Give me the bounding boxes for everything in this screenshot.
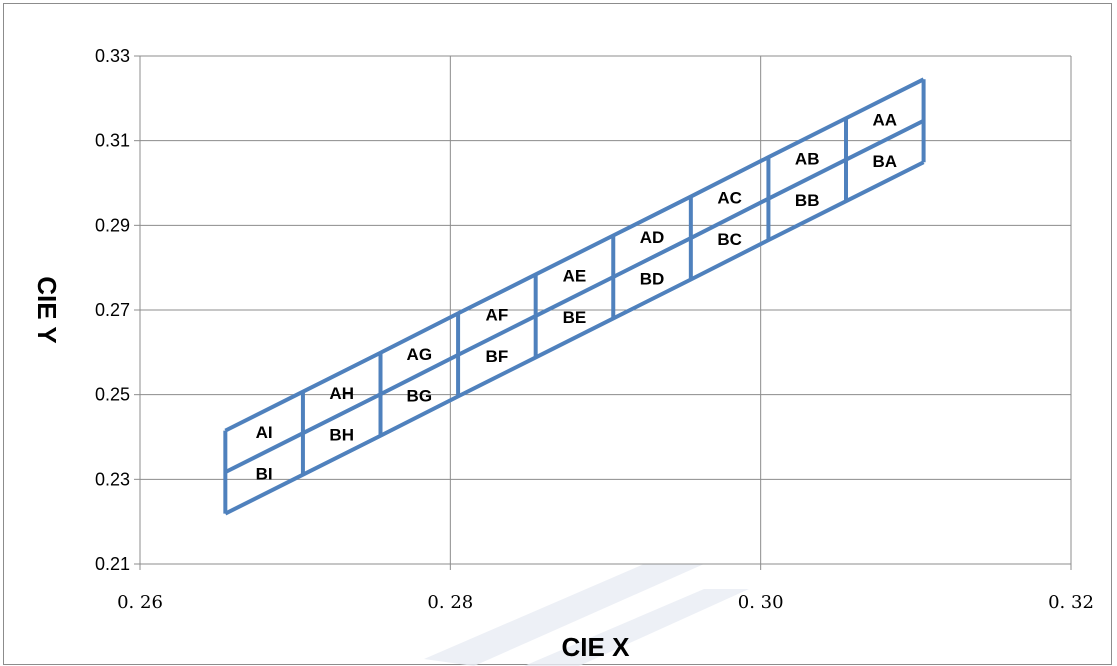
bin-grid	[223, 77, 926, 516]
bin-label-bc: BC	[717, 230, 742, 249]
y-tick-label: 0.27	[95, 300, 130, 320]
x-tick-label: 0. 28	[427, 592, 473, 613]
bin-label-ai: AI	[256, 423, 273, 442]
y-tick-label: 0.31	[95, 131, 130, 151]
bottom-edge-y-line	[224, 160, 925, 516]
y-tick-label: 0.29	[95, 215, 130, 235]
bin-label-bi: BI	[256, 464, 273, 483]
chart-frame: 0.21 0.23 0.25 0.27 0.29 0.31 0.33 0. 26 0. 28 0.…	[3, 3, 1112, 666]
bin-label-bg: BG	[407, 386, 433, 405]
axes	[134, 55, 1072, 570]
tick-labels: 0.21 0.23 0.25 0.27 0.29 0.31 0.33 0. 26 0. 28 0.…	[95, 46, 1094, 613]
bin-label-aa: AA	[873, 111, 898, 130]
middle-edge-y-line	[224, 118, 925, 474]
bin-label-af: AF	[486, 306, 509, 325]
y-tick-label: 0.25	[95, 385, 130, 405]
bin-labels: AI AH AG AF AE AD AC AB AA BI BH BG BF BE BD BC BB BA	[256, 111, 897, 484]
x-axis-title: CIE X	[562, 632, 631, 662]
y-tick-label: 0.23	[95, 469, 130, 489]
cie-bin-chart: 0.21 0.23 0.25 0.27 0.29 0.31 0.33 0. 26 0. 28 0.…	[32, 46, 1094, 666]
bin-label-ba: BA	[873, 152, 898, 171]
watermark-logo	[424, 564, 749, 666]
bin-label-ab: AB	[795, 149, 820, 168]
top-edge-y-line	[224, 77, 925, 433]
x-tick-label: 0. 26	[117, 592, 163, 613]
bin-label-bd: BD	[640, 269, 665, 288]
bin-label-be: BE	[563, 308, 587, 327]
bin-label-ac: AC	[717, 189, 742, 208]
y-axis-title: CIE Y	[32, 276, 62, 343]
x-tick-label: 0. 32	[1048, 592, 1094, 613]
bin-label-bh: BH	[329, 425, 354, 444]
bin-label-bb: BB	[795, 191, 820, 210]
bin-label-ae: AE	[563, 267, 587, 286]
y-tick-label: 0.33	[95, 46, 130, 66]
y-tick-label: 0.21	[95, 554, 130, 574]
bin-label-bf: BF	[486, 347, 509, 366]
bin-label-ad: AD	[640, 228, 665, 247]
x-tick-label: 0. 30	[738, 592, 784, 613]
bin-label-ah: AH	[329, 384, 354, 403]
bin-label-ag: AG	[407, 345, 433, 364]
